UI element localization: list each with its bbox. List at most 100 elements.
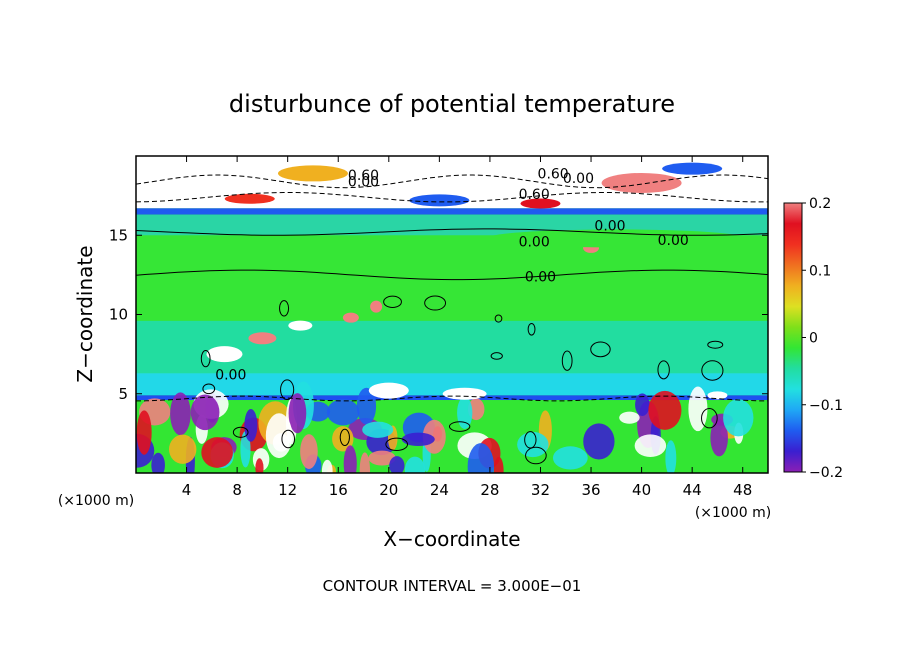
field-blob: [404, 456, 426, 473]
field-blob: [486, 229, 747, 248]
y-tick-label: 5: [118, 385, 128, 403]
contour-loop: [525, 446, 547, 465]
field-blob: [288, 393, 307, 434]
contour-loop: [590, 341, 611, 358]
contour-label: 0.00: [348, 174, 379, 190]
band-mid-teal: [136, 320, 768, 374]
x-tick-label: 16: [329, 481, 348, 499]
field-blob: [662, 162, 723, 175]
x-tick-label: 4: [182, 481, 192, 499]
field-blob: [520, 198, 561, 209]
field-blob: [277, 165, 348, 182]
contour-labels: 0.600.00 0.600.000.600.000.000.000.000.00: [215, 166, 689, 383]
plot-area: [136, 156, 768, 473]
field-blob: [710, 419, 728, 457]
field-blob: [409, 194, 470, 207]
contour-dashed: [136, 174, 768, 189]
field-blob: [248, 332, 277, 345]
contour-lines: [136, 174, 768, 465]
contour-loop: [494, 314, 503, 323]
contour-label: 0.60: [519, 187, 550, 203]
field-blob: [665, 440, 677, 473]
x-tick-label: 28: [480, 481, 499, 499]
colorbar: [783, 202, 803, 473]
field-blob: [688, 386, 708, 432]
field-blob: [601, 172, 682, 193]
field-blob: [635, 393, 650, 417]
field-blob: [583, 423, 615, 460]
x-tick-label: 36: [581, 481, 600, 499]
contour-loop: [707, 340, 724, 349]
colorbar-tick-label: 0: [809, 331, 818, 347]
field-blob: [343, 445, 357, 473]
x-tick-label: 8: [232, 481, 242, 499]
field-blob: [619, 411, 640, 424]
contour-label: 0.00: [215, 368, 246, 384]
colorbar-tick-label: 0.1: [809, 263, 831, 279]
contour-loop: [527, 322, 536, 336]
field-blob: [190, 394, 220, 431]
field-blob: [362, 421, 394, 438]
x-tick-label: 40: [632, 481, 651, 499]
contour-label: 0.00: [658, 233, 689, 249]
field-blob: [136, 410, 152, 455]
field-blob: [265, 413, 293, 459]
field-blob: [342, 312, 359, 323]
field-blob: [168, 434, 197, 464]
y-axis-label: Z−coordinate: [73, 245, 97, 382]
field-blob: [370, 300, 383, 313]
contour-loop: [232, 426, 249, 438]
y-tick-label: 15: [109, 226, 128, 244]
field-blob: [224, 193, 275, 204]
contour-loop: [701, 360, 724, 381]
contour-solid: [136, 269, 768, 281]
colorbar-tick-label: −0.1: [809, 398, 843, 414]
contour-label: 0.00: [594, 219, 625, 235]
field-blob: [707, 391, 728, 400]
x-tick-label: 32: [531, 481, 550, 499]
field-blob: [292, 266, 612, 283]
field-blob: [442, 387, 487, 400]
field-blob: [368, 450, 396, 466]
contour-loop: [279, 300, 290, 317]
band-top-blue: [136, 208, 768, 215]
field-blob: [368, 382, 409, 399]
colorbar-tick-label: −0.2: [809, 465, 843, 481]
field-blob: [634, 434, 667, 458]
chart-title: disturbunce of potential temperature: [229, 90, 675, 118]
contour-label: 0.00: [563, 171, 594, 187]
field-blob: [467, 443, 495, 473]
field-blob: [648, 390, 682, 430]
x-axis-label: X−coordinate: [383, 527, 520, 551]
field-blob: [326, 398, 360, 426]
field-blob: [255, 458, 264, 473]
contour-loop: [383, 295, 402, 308]
contour-loop: [280, 379, 295, 401]
contour-loop: [524, 431, 537, 449]
field-blob: [300, 434, 318, 470]
x-tick-label: 24: [430, 481, 449, 499]
contour-label: 0.00: [519, 235, 550, 251]
contour-loop: [200, 350, 211, 368]
x-unit-right: (×1000 m): [695, 505, 771, 521]
x-tick-label: 48: [733, 481, 752, 499]
colorbar-tick-label: 0.2: [809, 196, 831, 212]
field-blob: [457, 396, 473, 429]
contour-loop: [448, 421, 471, 432]
x-axis: 4 8 12 16 20 24 28 32 36 40 44 48: [182, 156, 752, 499]
contour-dashed: [136, 395, 768, 402]
field-blob: [422, 419, 446, 454]
y-axis: 5 10 15: [109, 226, 768, 403]
field-blob: [356, 387, 377, 425]
field-blob: [389, 456, 405, 473]
field-blob: [288, 320, 313, 331]
field-blob: [552, 446, 588, 470]
y-tick-label: 10: [109, 306, 128, 324]
field-blob: [201, 437, 233, 468]
contour-solid: [136, 228, 768, 236]
x-tick-label: 44: [683, 481, 702, 499]
contour-loop: [339, 428, 350, 447]
contour-dashed: [136, 192, 768, 203]
x-tick-label: 12: [278, 481, 297, 499]
field-blob: [517, 431, 549, 458]
